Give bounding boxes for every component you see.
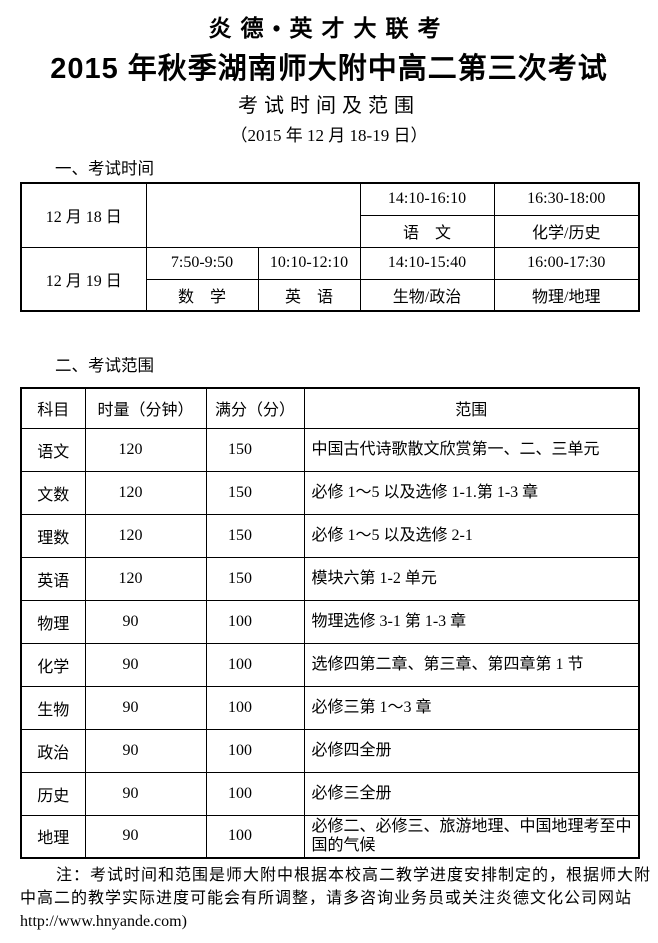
cell-subject: 生物 [20,685,86,730]
schedule-time: 14:10-16:10 [359,182,495,216]
cell-subject: 文数 [20,470,86,515]
table-row: 12 月 19 日 7:50-9:50 10:10-12:10 14:10-15… [20,246,640,312]
exam-scope-table: 科目 时量（分钟） 满分（分） 范围 语文 120 150 中国古代诗歌散文欣赏… [20,387,640,859]
cell-subject: 化学 [20,642,86,687]
table-row: 政治 90 100 必修四全册 [20,728,640,773]
cell-scope: 必修三第 1～3 章 [303,685,640,730]
footer-note-line: 中高二的教学实际进度可能会有所调整，请多咨询业务员或关注炎德文化公司网站 [20,890,633,907]
table-row: 英语 120 150 模块六第 1-2 单元 [20,556,640,601]
cell-scope: 模块六第 1-2 单元 [303,556,640,601]
cell-full-score: 150 [205,470,305,515]
cell-subject: 政治 [20,728,86,773]
table-row: 物理 90 100 物理选修 3-1 第 1-3 章 [20,599,640,644]
cell-scope: 必修 1～5 以及选修 2-1 [303,513,640,558]
schedule-empty-cell [145,182,361,248]
schedule-subject: 生物/政治 [359,278,495,312]
page-title: 2015 年秋季湖南师大附中高二第三次考试 [50,53,608,85]
cell-full-score: 100 [205,771,305,816]
cell-full-score: 100 [205,642,305,687]
cell-minutes: 90 [84,685,207,730]
cell-scope: 必修三全册 [303,771,640,816]
table-row: 文数 120 150 必修 1～5 以及选修 1-1.第 1-3 章 [20,470,640,515]
cell-minutes: 90 [84,728,207,773]
schedule-subject: 化学/历史 [493,214,640,248]
cell-subject: 英语 [20,556,86,601]
cell-minutes: 90 [84,771,207,816]
cell-scope: 选修四第二章、第三章、第四章第 1 节 [303,642,640,687]
schedule-subject: 物理/地理 [493,278,640,312]
schedule-time: 14:10-15:40 [359,246,495,280]
cell-full-score: 100 [205,685,305,730]
cell-minutes: 90 [84,814,207,859]
table-header-row: 科目 时量（分钟） 满分（分） 范围 [20,387,640,429]
cell-scope: 必修四全册 [303,728,640,773]
cell-full-score: 100 [205,728,305,773]
cell-scope: 物理选修 3-1 第 1-3 章 [303,599,640,644]
column-header-subject: 科目 [20,387,86,429]
table-row: 12 月 18 日 14:10-16:10 16:30-18:00 [20,182,640,248]
footer-note-url: http://www.hnyande.com) [20,913,187,930]
schedule-time: 16:00-17:30 [493,246,640,280]
table-row: 化学 90 100 选修四第二章、第三章、第四章第 1 节 [20,642,640,687]
cell-minutes: 90 [84,642,207,687]
footer-note: 注：考试时间和范围是师大附中根据本校高二教学进度安排制定的，根据师大附 中高二的… [20,864,652,933]
column-header-minutes: 时量（分钟） [84,387,207,429]
schedule-time: 16:30-18:00 [493,182,640,216]
cell-scope: 必修 1～5 以及选修 1-1.第 1-3 章 [303,470,640,515]
cell-full-score: 100 [205,599,305,644]
cell-subject: 历史 [20,771,86,816]
table-row: 历史 90 100 必修三全册 [20,771,640,816]
schedule-time: 10:10-12:10 [257,246,361,280]
document-page: 炎德•英才大联考 2015 年秋季湖南师大附中高二第三次考试 考试时间及范围 （… [0,14,658,943]
footer-note-line: 注：考试时间和范围是师大附中根据本校高二教学进度安排制定的，根据师大附 [56,867,652,884]
schedule-date-day1: 12 月 18 日 [20,182,147,248]
table-row: 地理 90 100 必修二、必修三、旅游地理、中国地理考至中国的气候 [20,814,640,859]
cell-subject: 语文 [20,427,86,472]
cell-full-score: 150 [205,513,305,558]
cell-scope: 中国古代诗歌散文欣赏第一、二、三单元 [303,427,640,472]
cell-minutes: 120 [84,556,207,601]
cell-minutes: 90 [84,599,207,644]
cell-full-score: 100 [205,814,305,859]
schedule-subject: 语 文 [359,214,495,248]
table-row: 数 学 英 语 生物/政治 物理/地理 [21,278,640,312]
cell-full-score: 150 [205,556,305,601]
table-row: 生物 90 100 必修三第 1～3 章 [20,685,640,730]
exam-schedule-table: 12 月 18 日 14:10-16:10 16:30-18:00 语 文 化学… [20,182,640,312]
schedule-date-day2: 12 月 19 日 [20,246,147,312]
cell-minutes: 120 [84,427,207,472]
schedule-subject: 数 学 [145,278,259,312]
column-header-scope: 范围 [303,387,640,429]
cell-minutes: 120 [84,470,207,515]
table-row: 理数 120 150 必修 1～5 以及选修 2-1 [20,513,640,558]
exam-date-range: （2015 年 12 月 18-19 日） [230,126,428,145]
cell-minutes: 120 [84,513,207,558]
column-header-full-score: 满分（分） [205,387,305,429]
table-row: 语 文 化学/历史 [21,214,640,248]
document-subtitle: 考试时间及范围 [238,95,420,117]
brand-title: 炎德•英才大联考 [208,16,450,41]
cell-scope: 必修二、必修三、旅游地理、中国地理考至中国的气候 [303,814,640,859]
cell-full-score: 150 [205,427,305,472]
table-row: 语文 120 150 中国古代诗歌散文欣赏第一、二、三单元 [20,427,640,472]
section-heading-exam-scope: 二、考试范围 [55,356,154,375]
schedule-subject: 英 语 [257,278,361,312]
cell-subject: 理数 [20,513,86,558]
schedule-time: 7:50-9:50 [145,246,259,280]
cell-subject: 物理 [20,599,86,644]
cell-subject: 地理 [20,814,86,859]
section-heading-exam-time: 一、考试时间 [55,159,154,178]
